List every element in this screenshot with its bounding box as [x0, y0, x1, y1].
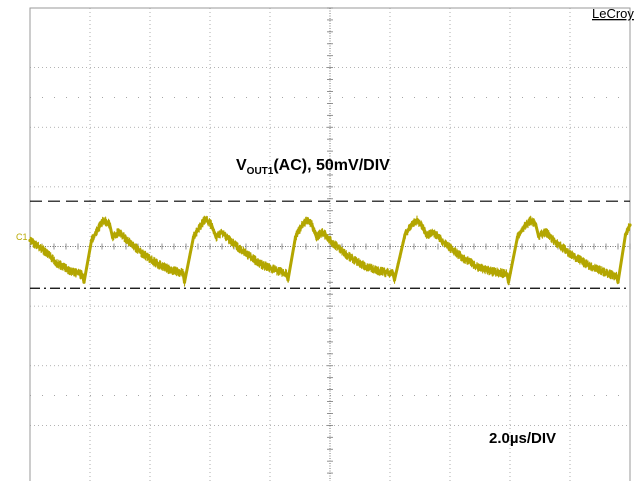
trace-point	[523, 224, 527, 228]
trace-point	[274, 268, 278, 272]
trace-point	[209, 223, 214, 227]
trace-point	[623, 233, 628, 237]
trace-point	[110, 235, 115, 239]
trace-point	[220, 230, 224, 234]
vertical-scale-subscript: OUT1	[247, 166, 274, 177]
grid	[29, 7, 631, 481]
trace-point	[475, 265, 479, 269]
trace-point	[55, 261, 59, 265]
trace-point	[505, 272, 509, 276]
trace-point	[199, 223, 203, 227]
trace-point	[554, 241, 559, 245]
trace-point	[544, 230, 548, 234]
trace-point	[229, 240, 233, 244]
trace-point	[80, 273, 85, 277]
vertical-scale-main: V	[236, 157, 247, 174]
trace-point	[431, 230, 436, 234]
trace-point	[410, 222, 415, 226]
trace-point	[314, 235, 319, 239]
trace-point	[616, 280, 620, 284]
trace-point	[320, 230, 325, 234]
trace-point	[415, 218, 419, 222]
cursor-lines	[30, 200, 630, 289]
trace-point	[614, 274, 619, 278]
trace-point	[28, 238, 32, 243]
trace-point	[101, 218, 106, 222]
trace-point	[191, 235, 196, 239]
trace-point	[154, 261, 158, 265]
trace-point	[604, 271, 608, 275]
trace-point	[536, 234, 541, 238]
trace-point	[515, 235, 520, 239]
trace-point	[391, 272, 395, 276]
trace-point	[182, 280, 187, 284]
brand-logo: LeCroy	[592, 6, 634, 21]
trace-point	[419, 223, 424, 227]
trace-point	[139, 250, 143, 255]
trace-point	[299, 224, 304, 228]
trace-point	[364, 265, 368, 269]
trace-point	[203, 217, 208, 221]
trace-point	[529, 218, 533, 222]
trace-point	[329, 240, 334, 244]
trace-point	[392, 278, 397, 282]
trace-point	[169, 268, 173, 272]
trace-point	[107, 222, 112, 226]
channel-marker: C1	[16, 232, 28, 242]
trace-point	[442, 241, 446, 245]
trace	[28, 215, 632, 287]
trace-point	[506, 280, 511, 284]
trace-point	[116, 230, 121, 234]
trace-point	[571, 254, 575, 258]
trace-point	[259, 262, 263, 266]
trace-point	[181, 271, 185, 275]
timebase-label: 2.0µs/DIV	[489, 430, 556, 447]
trace-point	[214, 235, 218, 239]
trace-point	[89, 238, 94, 243]
trace-point	[286, 278, 290, 282]
trace-point	[403, 233, 407, 237]
trace-point	[490, 269, 494, 274]
trace-point	[95, 228, 100, 232]
trace-point	[284, 272, 289, 276]
trace-point	[82, 280, 86, 284]
trace-point	[310, 223, 314, 227]
vertical-scale-label: VOUT1(AC), 50mV/DIV	[236, 157, 390, 177]
trace-point	[67, 268, 71, 272]
trace-point	[40, 247, 44, 251]
vertical-scale-rest: (AC), 50mV/DIV	[273, 157, 390, 174]
trace-point	[460, 255, 464, 259]
trace-point	[589, 265, 593, 269]
trace-point	[425, 234, 430, 238]
trace-point	[125, 238, 130, 243]
trace-point	[346, 254, 350, 258]
trace-point	[628, 223, 632, 227]
trace-point	[244, 252, 248, 256]
trace-point	[533, 222, 538, 226]
trace-point	[305, 217, 310, 221]
trace-point	[293, 235, 298, 239]
trace-point	[379, 269, 383, 274]
